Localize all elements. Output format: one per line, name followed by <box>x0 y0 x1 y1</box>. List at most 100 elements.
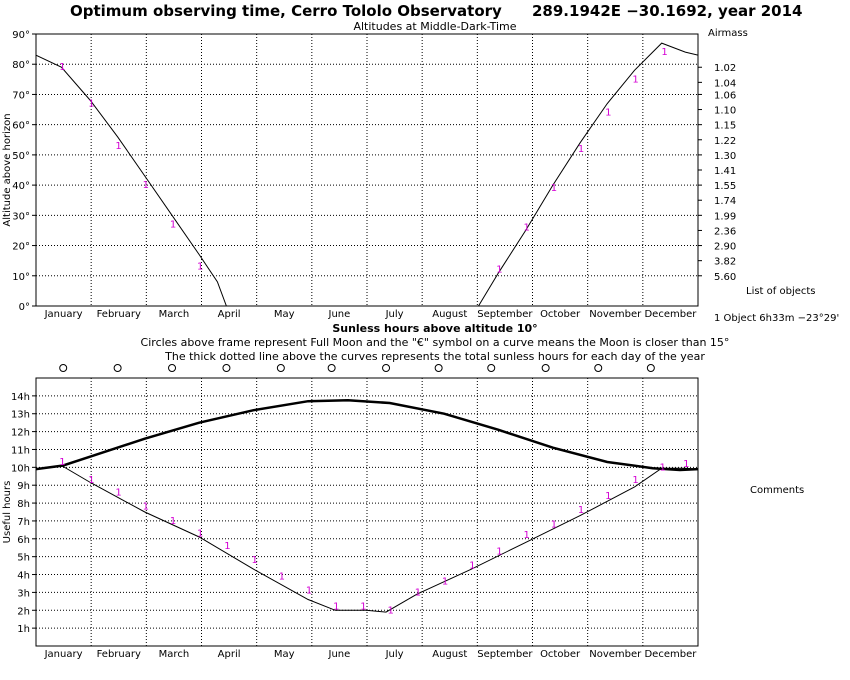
object-curve-label: 1 <box>170 219 176 230</box>
y-tick-label: 20° <box>12 242 30 253</box>
object-curve-label: 1 <box>360 602 366 613</box>
month-label: June <box>328 649 351 660</box>
month-label: February <box>97 309 141 320</box>
y-tick-label: 60° <box>12 121 30 132</box>
airmass-tick-label: 1.22 <box>714 136 736 147</box>
object-curve-label: 1 <box>442 577 448 588</box>
chart-panel-bottom <box>32 364 699 647</box>
month-label: March <box>159 309 189 320</box>
object-curve-label: 1 <box>551 183 557 194</box>
month-label: February <box>97 649 141 660</box>
full-moon-marker <box>59 364 68 372</box>
object-curve-label: 1 <box>115 487 121 498</box>
month-label: June <box>328 309 351 320</box>
full-moon-marker <box>382 364 391 372</box>
full-moon-marker <box>487 364 496 372</box>
month-label: December <box>644 309 697 320</box>
y-axis-label: Altitude above horizon <box>2 113 13 226</box>
comments-label: Comments <box>750 485 805 496</box>
object-curve-label: 1 <box>251 555 257 566</box>
object-curve-label: 1 <box>496 546 502 557</box>
airmass-tick-label: 1.55 <box>714 181 736 192</box>
month-label: July <box>385 309 404 320</box>
object-curve-label: 1 <box>143 180 149 191</box>
month-label: September <box>477 309 533 320</box>
object-curve-label: 1 <box>88 475 94 486</box>
airmass-tick-label: 1.30 <box>714 151 736 162</box>
y-tick-label: 5h <box>17 553 30 564</box>
month-label: November <box>589 309 642 320</box>
object-curve-label: 1 <box>524 530 530 541</box>
list-of-objects-title: List of objects <box>746 286 816 297</box>
object-curve-label: 1 <box>524 222 530 233</box>
object-curve <box>36 464 698 613</box>
object-curve-label: 1 <box>387 605 393 616</box>
object-curve-label: 1 <box>143 502 149 513</box>
y-tick-label: 8h <box>17 499 30 510</box>
full-moon-marker <box>646 364 655 372</box>
object-curve-label: 1 <box>661 47 667 58</box>
month-label: September <box>477 649 533 660</box>
object-curve-label: 1 <box>170 516 176 527</box>
object-curve <box>36 54 227 306</box>
object-curve-label: 1 <box>115 141 121 152</box>
object-curve-label: 1 <box>632 475 638 486</box>
y-tick-label: 10h <box>11 463 30 474</box>
month-label: May <box>274 309 295 320</box>
airmass-tick-label: 1.10 <box>714 106 736 117</box>
total-sunless-hours-line <box>36 399 698 472</box>
bottom-chart-note-1: Circles above frame represent Full Moon … <box>140 336 730 349</box>
y-tick-label: 2h <box>17 606 30 617</box>
airmass-tick-label: 2.90 <box>714 242 736 253</box>
y-tick-label: 0° <box>19 302 30 313</box>
y-tick-label: 11h <box>11 445 30 456</box>
object-curve-label: 1 <box>59 457 65 468</box>
object-curve-label: 1 <box>551 520 557 531</box>
month-label: July <box>385 649 404 660</box>
month-label: April <box>218 309 241 320</box>
y-tick-label: 80° <box>12 60 30 71</box>
object-curve-label: 1 <box>469 561 475 572</box>
y-tick-label: 70° <box>12 90 30 101</box>
full-moon-marker <box>113 364 122 372</box>
month-label: October <box>540 649 581 660</box>
airmass-tick-label: 5.60 <box>714 272 736 283</box>
airmass-tick-label: 1.04 <box>714 78 736 89</box>
y-tick-label: 12h <box>11 428 30 439</box>
month-label: October <box>540 309 581 320</box>
month-label: January <box>44 309 83 320</box>
y-tick-label: 7h <box>17 517 30 528</box>
top-chart-title: Altitudes at Middle-Dark-Time <box>353 20 517 33</box>
object-curve-label: 1 <box>197 528 203 539</box>
object-curve-label: 1 <box>632 74 638 85</box>
bottom-chart-title: Sunless hours above altitude 10° <box>332 322 538 335</box>
full-moon-marker <box>327 364 336 372</box>
plot-frame <box>35 377 699 647</box>
y-tick-label: 50° <box>12 151 30 162</box>
bottom-chart-note-2: The thick dotted line above the curves r… <box>165 350 705 363</box>
object-curve-label: 1 <box>578 144 584 155</box>
month-label: January <box>44 649 83 660</box>
full-moon-marker <box>541 364 550 372</box>
month-label: March <box>159 649 189 660</box>
airmass-tick-label: 1.06 <box>714 90 736 101</box>
y-tick-label: 10° <box>12 272 30 283</box>
y-tick-label: 14h <box>11 392 30 403</box>
airmass-tick-label: 2.36 <box>714 226 736 237</box>
airmass-tick-label: 1.15 <box>714 121 736 132</box>
airmass-tick-label: 3.82 <box>714 257 736 268</box>
object-curve-label: 1 <box>605 108 611 119</box>
object-curve-label: 1 <box>197 262 203 273</box>
y-tick-label: 9h <box>17 481 30 492</box>
object-curve-label: 1 <box>279 571 285 582</box>
object-entry: 1 Object 6h33m −23°29' <box>714 313 840 324</box>
y-tick-label: 4h <box>17 571 30 582</box>
object-curve-label: 1 <box>660 462 666 473</box>
full-moon-marker <box>594 364 603 372</box>
coordinates-title: 289.1942E −30.1692, year 2014 <box>532 2 803 20</box>
month-label: November <box>589 649 642 660</box>
y-tick-label: 3h <box>17 588 30 599</box>
object-curve-label: 1 <box>496 265 502 276</box>
object-curve <box>478 42 698 306</box>
